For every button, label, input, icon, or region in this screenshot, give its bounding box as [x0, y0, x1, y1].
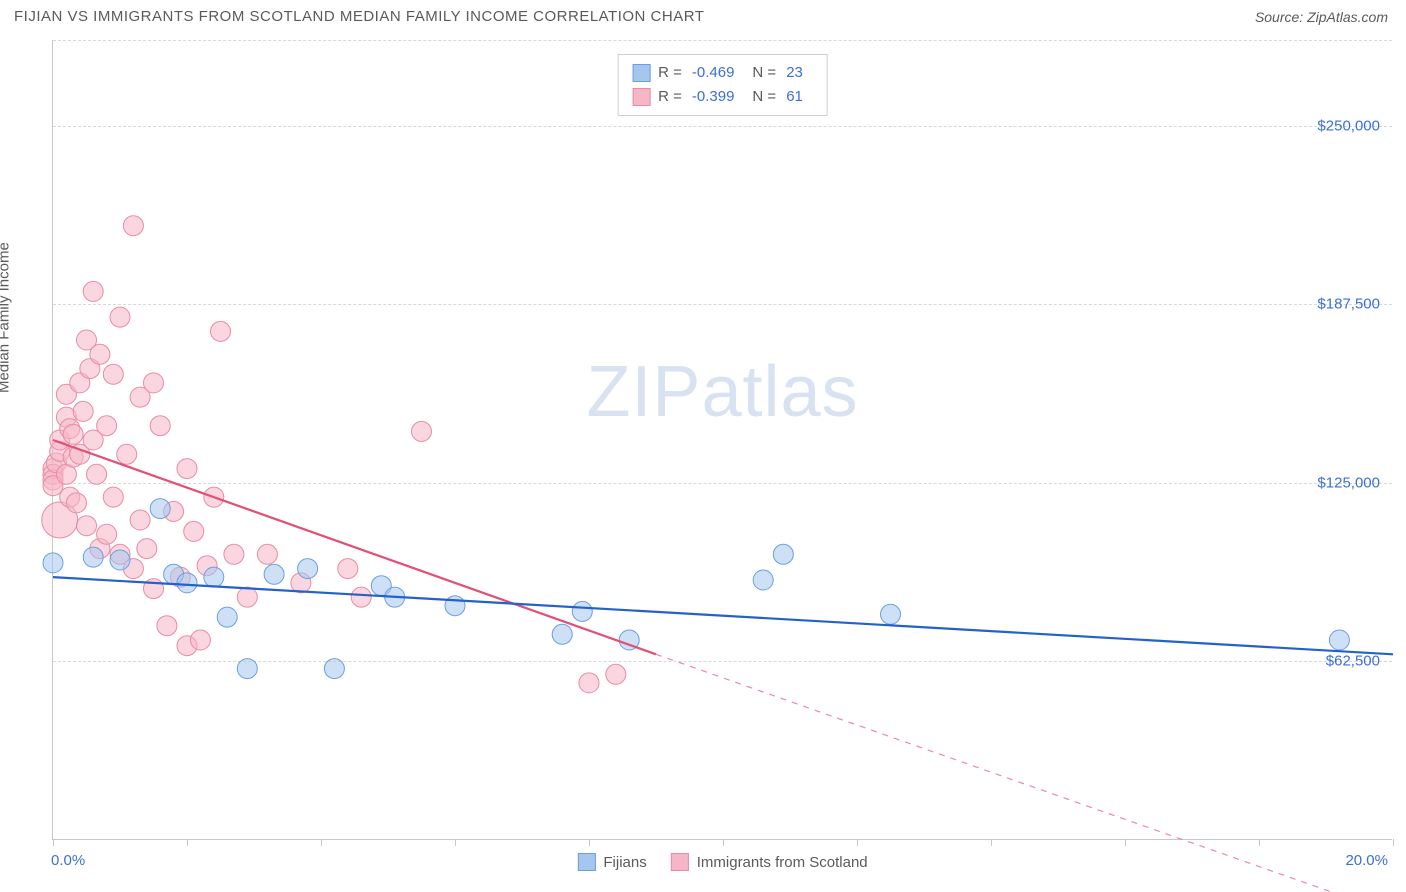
r-label: R = — [658, 85, 682, 109]
scatter-point — [90, 344, 110, 364]
scatter-point — [412, 421, 432, 441]
n-value-blue: 23 — [786, 61, 803, 85]
legend-item-pink: Immigrants from Scotland — [671, 853, 868, 871]
scatter-point — [87, 464, 107, 484]
scatter-point — [103, 487, 123, 507]
scatter-point — [137, 539, 157, 559]
scatter-point — [881, 604, 901, 624]
scatter-point — [117, 444, 137, 464]
x-tick — [187, 839, 188, 846]
legend-swatch-pink — [671, 853, 689, 871]
scatter-point — [224, 544, 244, 564]
scatter-point — [144, 373, 164, 393]
x-tick — [1125, 839, 1126, 846]
scatter-point — [257, 544, 277, 564]
plot-area: ZIPatlas $62,500$125,000$187,500$250,000… — [52, 40, 1392, 840]
scatter-point — [130, 510, 150, 530]
scatter-point — [150, 499, 170, 519]
scatter-point — [579, 673, 599, 693]
r-label: R = — [658, 61, 682, 85]
scatter-point — [83, 547, 103, 567]
scatter-point — [351, 587, 371, 607]
scatter-point — [184, 521, 204, 541]
scatter-point — [110, 307, 130, 327]
n-value-pink: 61 — [786, 85, 803, 109]
legend-row-blue: R = -0.469 N = 23 — [632, 61, 813, 85]
scatter-point — [211, 321, 231, 341]
scatter-point — [177, 459, 197, 479]
x-tick — [53, 839, 54, 846]
legend-label-pink: Immigrants from Scotland — [697, 854, 868, 871]
legend-label-blue: Fijians — [603, 854, 646, 871]
scatter-point — [204, 567, 224, 587]
scatter-plot-svg — [53, 40, 1392, 839]
scatter-point — [237, 587, 257, 607]
legend-swatch-pink — [632, 88, 650, 106]
scatter-point — [237, 659, 257, 679]
x-tick — [857, 839, 858, 846]
x-axis-min-label: 0.0% — [51, 852, 85, 869]
x-tick — [589, 839, 590, 846]
scatter-point — [157, 616, 177, 636]
chart-container: Median Family Income ZIPatlas $62,500$12… — [14, 40, 1392, 880]
x-tick — [1393, 839, 1394, 846]
x-tick — [1259, 839, 1260, 846]
scatter-point — [324, 659, 344, 679]
x-tick — [455, 839, 456, 846]
series-legend: Fijians Immigrants from Scotland — [577, 853, 867, 871]
scatter-point — [123, 216, 143, 236]
n-label: N = — [752, 61, 776, 85]
scatter-point — [264, 564, 284, 584]
scatter-point — [150, 416, 170, 436]
r-value-pink: -0.399 — [692, 85, 735, 109]
scatter-point — [217, 607, 237, 627]
scatter-point — [83, 281, 103, 301]
scatter-point — [43, 553, 63, 573]
scatter-point — [552, 624, 572, 644]
scatter-point — [338, 559, 358, 579]
r-value-blue: -0.469 — [692, 61, 735, 85]
scatter-point — [753, 570, 773, 590]
scatter-point — [445, 596, 465, 616]
scatter-point — [110, 550, 130, 570]
x-tick — [991, 839, 992, 846]
x-tick — [321, 839, 322, 846]
legend-swatch-blue — [632, 64, 650, 82]
scatter-point — [572, 601, 592, 621]
n-label: N = — [752, 85, 776, 109]
legend-swatch-blue — [577, 853, 595, 871]
scatter-point — [606, 664, 626, 684]
trend-line — [53, 577, 1393, 654]
scatter-point — [1329, 630, 1349, 650]
legend-item-blue: Fijians — [577, 853, 646, 871]
scatter-point — [773, 544, 793, 564]
scatter-point — [97, 416, 117, 436]
scatter-point — [63, 424, 83, 444]
scatter-point — [298, 559, 318, 579]
scatter-point — [190, 630, 210, 650]
scatter-point — [77, 516, 97, 536]
scatter-point — [66, 493, 86, 513]
scatter-point — [97, 524, 117, 544]
scatter-point — [177, 573, 197, 593]
source-attribution: Source: ZipAtlas.com — [1255, 9, 1388, 25]
x-tick — [723, 839, 724, 846]
legend-row-pink: R = -0.399 N = 61 — [632, 85, 813, 109]
correlation-legend: R = -0.469 N = 23 R = -0.399 N = 61 — [617, 54, 828, 116]
chart-title: FIJIAN VS IMMIGRANTS FROM SCOTLAND MEDIA… — [14, 8, 704, 25]
y-axis-label: Median Family Income — [0, 242, 13, 393]
scatter-point — [73, 401, 93, 421]
x-axis-max-label: 20.0% — [1345, 852, 1388, 869]
scatter-point — [103, 364, 123, 384]
